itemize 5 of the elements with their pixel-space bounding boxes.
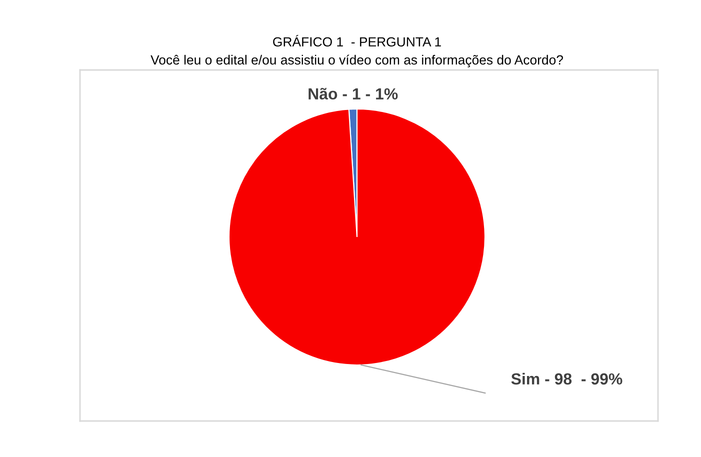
pie-slice — [228, 108, 486, 366]
slice-label: Sim - 98 - 99% — [511, 372, 622, 385]
chart-subtitle: Você leu o edital e/ou assistiu o vídeo com as informações do Acordo? — [150, 54, 563, 68]
chart-title: GRÁFICO 1 - PERGUNTA 1 — [273, 34, 441, 47]
slice-label: Não - 1 - 1% — [308, 88, 398, 100]
